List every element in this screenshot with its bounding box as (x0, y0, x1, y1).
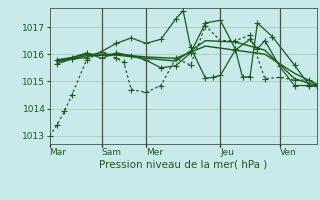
X-axis label: Pression niveau de la mer( hPa ): Pression niveau de la mer( hPa ) (99, 160, 267, 170)
